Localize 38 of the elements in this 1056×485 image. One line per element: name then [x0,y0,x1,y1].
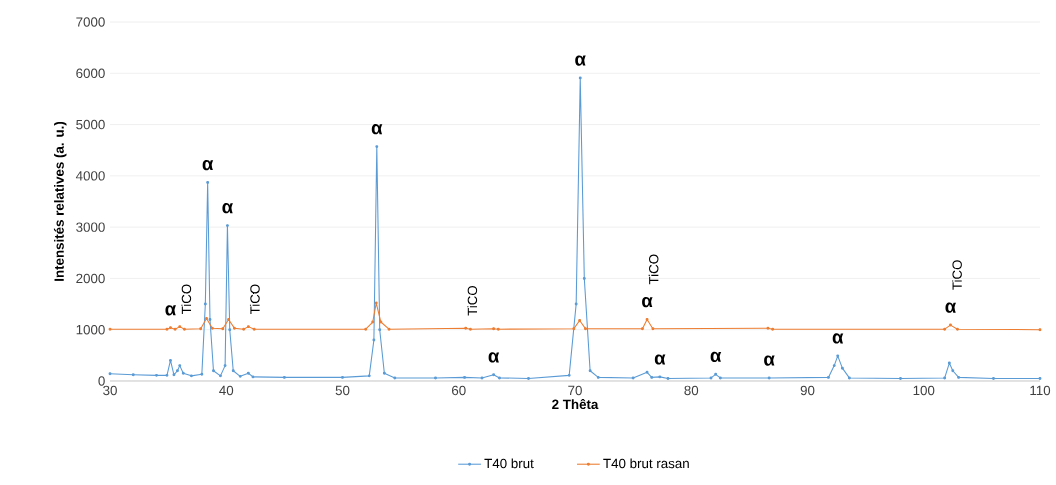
x-tick-label: 80 [684,385,699,396]
x-tick-label: 50 [335,385,350,396]
annotation: α [488,352,500,363]
x-tick-label: 70 [568,385,582,396]
y-tick-label: 2000 [76,273,105,284]
legend-label: T40 brut [484,458,534,469]
y-axis-title: Intensités relatives (a. u.) [53,121,67,281]
y-tick-label: 4000 [75,171,105,181]
annotation: α [832,333,844,344]
y-tick-label: 0 [98,376,105,386]
annotation: α [654,354,666,365]
y-tick-label: 5000 [76,119,105,130]
annotation: TiCO [648,254,659,285]
annotation: α [945,302,957,313]
annotation: α [710,351,722,363]
annotation: α [575,55,586,66]
annotation: α [764,355,775,366]
x-tick-label: 60 [452,385,466,396]
annotation: α [371,124,383,135]
x-tick-label: 40 [219,385,234,396]
x-tick-label: 90 [800,385,815,396]
x-tick-label: 100 [913,385,935,396]
y-tick-label: 7000 [76,17,105,27]
y-tick-label: 3000 [76,222,105,232]
legend-label: T40 brut rasan [603,458,689,469]
annotation: α [222,203,233,214]
annotation: α [202,160,214,171]
annotation: α [642,296,653,308]
annotation: TiCO [467,285,478,316]
y-tick-label: 6000 [76,68,105,78]
x-tick-label: 30 [103,385,117,396]
x-axis-title: 2 Thêta [552,398,599,410]
annotation: α [165,305,177,316]
annotation: TiCO [952,260,962,290]
annotation: TiCO [181,284,192,315]
annotation: TiCO [249,284,260,315]
x-tick-label: 110 [1030,385,1051,396]
y-tick-label: 1000 [76,324,105,335]
